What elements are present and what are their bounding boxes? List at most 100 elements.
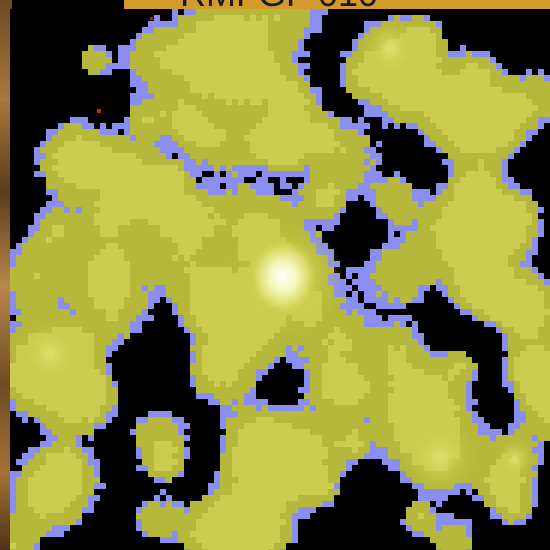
noise-cell <box>358 267 364 273</box>
noise-cell <box>310 21 316 27</box>
noise-cell <box>232 189 238 195</box>
noise-cell <box>364 159 370 165</box>
noise-cell <box>100 69 106 75</box>
noise-cell <box>502 345 508 351</box>
noise-cell <box>400 315 406 321</box>
noise-cell <box>346 303 352 309</box>
noise-cell <box>298 399 304 405</box>
noise-cell <box>358 309 364 315</box>
noise-cell <box>538 231 544 237</box>
noise-cell <box>136 75 142 81</box>
noise-cell <box>358 279 364 285</box>
noise-cell <box>58 303 64 309</box>
noise-cell <box>364 321 370 327</box>
noise-cell <box>142 87 148 93</box>
noise-cell <box>10 297 16 303</box>
noise-cell <box>76 441 82 447</box>
noise-cell <box>154 411 160 417</box>
noise-cell <box>154 297 160 303</box>
noise-cell <box>502 375 508 381</box>
noise-cell <box>472 375 478 381</box>
noise-cell <box>286 195 292 201</box>
noise-cell <box>484 321 490 327</box>
noise-cell <box>334 213 340 219</box>
noise-cell <box>172 303 178 309</box>
noise-cell <box>382 111 388 117</box>
noise-cell <box>322 9 328 15</box>
noise-cell <box>502 339 508 345</box>
noise-cell <box>22 417 28 423</box>
noise-cell <box>460 309 466 315</box>
noise-cell <box>526 69 532 75</box>
noise-cell <box>418 201 424 207</box>
noise-cell <box>394 225 400 231</box>
noise-cell <box>364 99 370 105</box>
noise-cell <box>130 321 136 327</box>
noise-cell <box>154 141 160 147</box>
noise-cell <box>214 183 220 189</box>
noise-cell <box>52 195 58 201</box>
noise-cell <box>364 147 370 153</box>
noise-cell <box>214 171 220 177</box>
noise-cell <box>400 177 406 183</box>
noise-cell <box>358 273 364 279</box>
noise-cell <box>490 429 496 435</box>
noise-cell <box>202 393 208 399</box>
noise-cell <box>538 207 544 213</box>
noise-cell <box>442 285 448 291</box>
noise-cell <box>436 351 442 357</box>
noise-cell <box>370 189 376 195</box>
noise-cell <box>310 87 316 93</box>
noise-cell <box>208 189 214 195</box>
noise-cell <box>184 159 190 165</box>
noise-cell <box>118 51 124 57</box>
noise-cell <box>292 171 298 177</box>
noise-cell <box>304 75 310 81</box>
noise-cell <box>304 219 310 225</box>
noise-cell <box>526 135 532 141</box>
noise-cell <box>166 411 172 417</box>
noise-cell <box>184 435 190 441</box>
noise-cell <box>346 309 352 315</box>
noise-cell <box>118 123 124 129</box>
noise-cell <box>58 297 64 303</box>
noise-cell <box>400 225 406 231</box>
noise-cell <box>184 153 190 159</box>
noise-cell <box>16 411 22 417</box>
noise-cell <box>40 429 46 435</box>
noise-cell <box>304 27 310 33</box>
noise-cell <box>364 417 370 423</box>
noise-cell <box>364 267 370 273</box>
noise-cell <box>316 21 322 27</box>
noise-cell <box>22 411 28 417</box>
noise-cell <box>190 165 196 171</box>
noise-cell <box>256 405 262 411</box>
noise-cell <box>460 45 466 51</box>
noise-cell <box>520 189 526 195</box>
noise-cell <box>382 291 388 297</box>
noise-cell <box>184 423 190 429</box>
noise-cell <box>40 153 46 159</box>
noise-cell <box>430 141 436 147</box>
noise-cell <box>166 147 172 153</box>
noise-cell <box>448 51 454 57</box>
noise-cell <box>508 387 514 393</box>
noise-cell <box>382 243 388 249</box>
noise-cell <box>70 309 76 315</box>
noise-cell <box>22 237 28 243</box>
noise-cell <box>190 333 196 339</box>
noise-cell <box>118 339 124 345</box>
noise-cell <box>256 189 262 195</box>
noise-cell <box>508 381 514 387</box>
noise-cell <box>328 219 334 225</box>
noise-cell <box>256 399 262 405</box>
noise-cell <box>538 117 544 123</box>
noise-cell <box>130 135 136 141</box>
noise-cell <box>364 261 370 267</box>
noise-cell <box>490 435 496 441</box>
noise-cell <box>184 165 190 171</box>
noise-cell <box>52 129 58 135</box>
noise-cell <box>370 321 376 327</box>
noise-cell <box>148 303 154 309</box>
noise-cell <box>190 159 196 165</box>
